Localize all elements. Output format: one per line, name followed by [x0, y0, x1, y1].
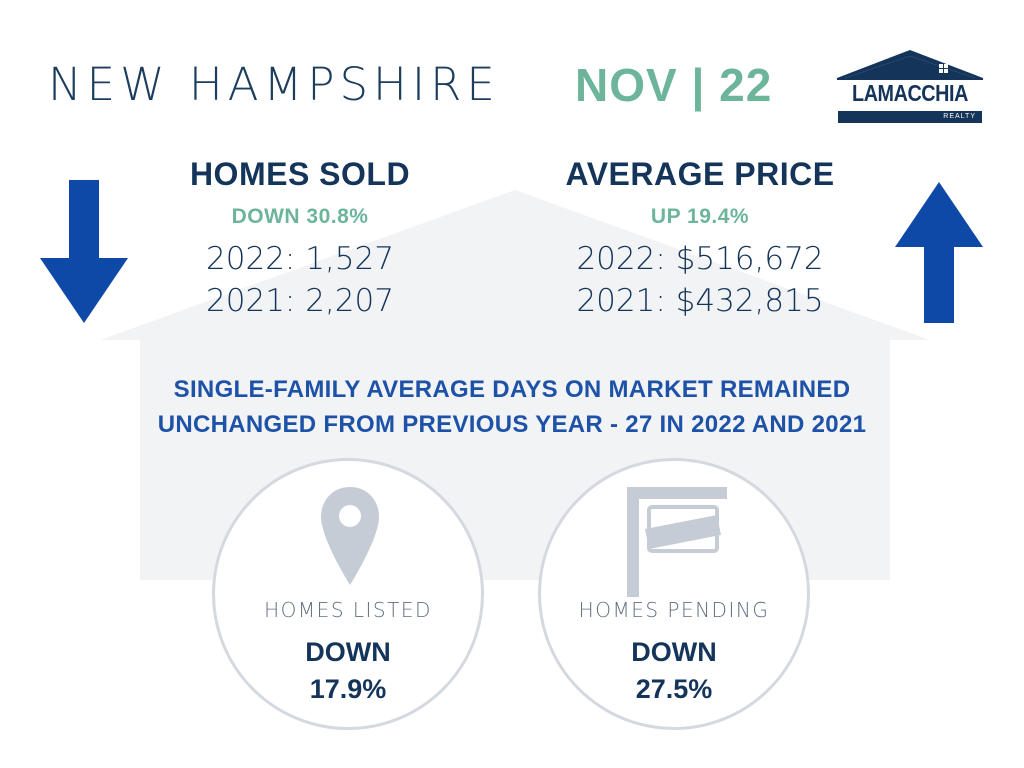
homes-listed-circle: HOMES LISTED DOWN 17.9%: [212, 458, 484, 730]
average-price-2022: 2022: $516,672: [576, 241, 824, 277]
days-on-market-line-1: SINGLE-FAMILY AVERAGE DAYS ON MARKET REM…: [173, 376, 851, 403]
map-pin-icon: [321, 487, 379, 585]
days-on-market-statement: SINGLE-FAMILY AVERAGE DAYS ON MARKET REM…: [60, 372, 964, 442]
region-title: NEW HAMPSHIRE: [48, 58, 500, 111]
days-on-market-line-2: UNCHANGED FROM PREVIOUS YEAR - 27 IN 202…: [157, 411, 867, 438]
logo-wordmark: LAMACCHIA: [852, 80, 968, 106]
homes-pending-label: HOMES PENDING: [578, 598, 770, 622]
homes-sold-section: HOMES SOLD DOWN 30.8% 2022: 1,527 2021: …: [155, 156, 445, 319]
average-price-2021: 2021: $432,815: [576, 283, 824, 319]
homes-listed-percent: 17.9%: [309, 674, 387, 704]
arrow-down-icon: [40, 180, 128, 323]
homes-pending-percent: 27.5%: [635, 674, 713, 704]
arrow-up-icon: [895, 182, 983, 323]
homes-listed-direction: DOWN: [305, 637, 391, 667]
homes-sold-2022: 2022: 1,527: [206, 241, 394, 277]
homes-sold-change: DOWN 30.8%: [231, 205, 369, 228]
homes-pending-direction: DOWN: [631, 637, 717, 667]
homes-sold-title: HOMES SOLD: [189, 156, 411, 192]
average-price-section: AVERAGE PRICE UP 19.4% 2022: $516,672 20…: [530, 156, 870, 319]
homes-sold-2021: 2021: 2,207: [206, 283, 394, 319]
average-price-title: AVERAGE PRICE: [565, 156, 835, 192]
average-price-change: UP 19.4%: [650, 205, 750, 228]
period-title: NOV | 22: [575, 59, 773, 111]
sale-sign-icon: [627, 487, 727, 597]
homes-listed-label: HOMES LISTED: [264, 598, 432, 622]
logo-subtitle: REALTY: [838, 111, 982, 123]
homes-pending-circle: HOMES PENDING DOWN 27.5%: [538, 458, 810, 730]
house-roof-logo-icon: [837, 50, 983, 80]
